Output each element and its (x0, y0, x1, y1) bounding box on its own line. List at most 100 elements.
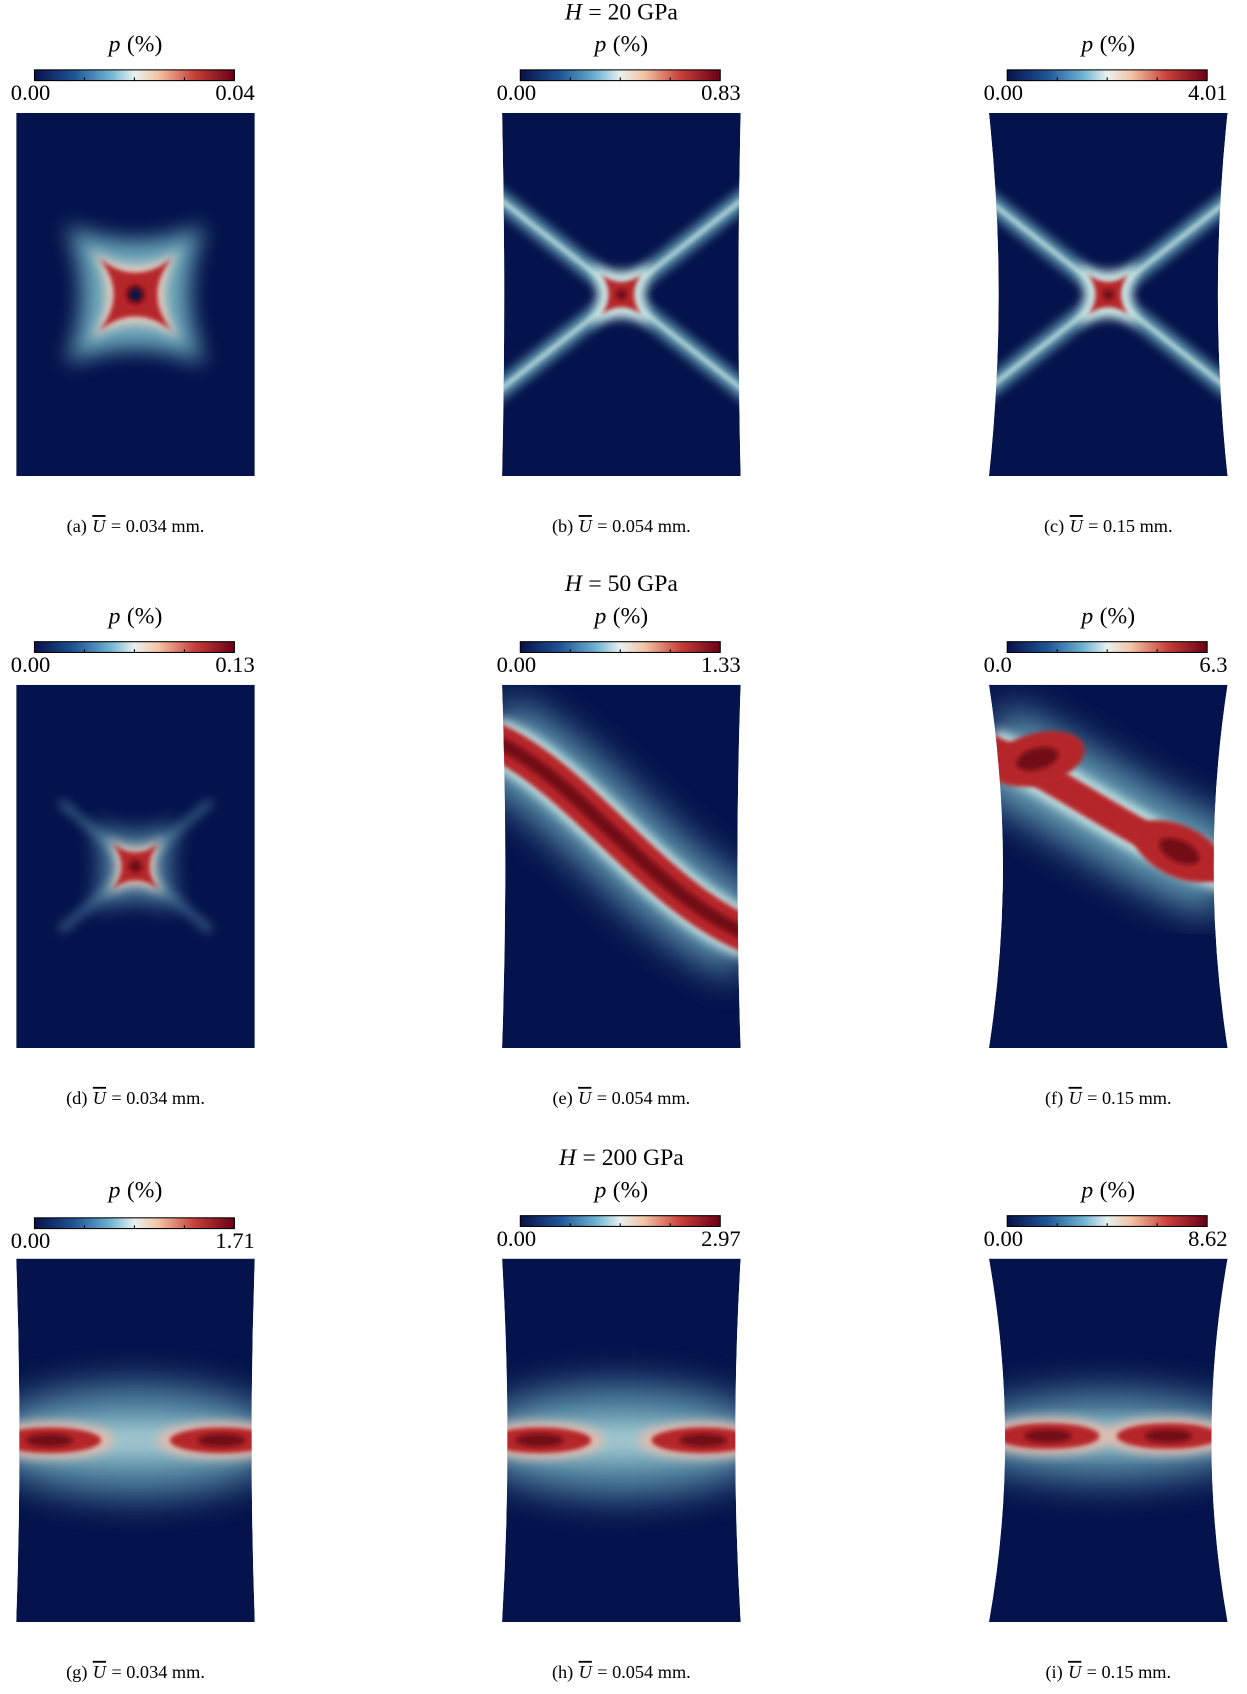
blob-core (679, 1433, 727, 1447)
caption-symbol: U (93, 1662, 108, 1682)
panel: p (%) 0.00 8.62 (i) U = 0.15 mm. (984, 1177, 1228, 1683)
colorbar-min: 0.00 (984, 80, 1023, 105)
colorbar-min: 0.00 (497, 652, 536, 677)
caption-label: (b) (552, 516, 573, 537)
colorbar-label: p (%) (1079, 32, 1135, 58)
row-heading: H = 200 GPa (558, 1145, 684, 1171)
colorbar-min: 0.00 (497, 1226, 536, 1251)
heading-symbol: H (564, 571, 584, 597)
caption-text: = 0.15 mm. (1087, 1662, 1171, 1682)
colorbar-unit: (%) (127, 603, 162, 629)
colorbar-symbol: p (107, 1177, 121, 1203)
heading-symbol: H (558, 1145, 578, 1171)
caption: (h) U = 0.054 mm. (552, 1662, 691, 1683)
colorbar-min: 0.00 (11, 80, 50, 105)
colorbar-label: p (%) (1079, 1177, 1135, 1203)
blob-core (1024, 1429, 1072, 1443)
colorbar-symbol: p (1079, 32, 1093, 58)
blob-core (25, 1433, 74, 1447)
blob-core (516, 1433, 564, 1447)
caption-symbol: U (1070, 516, 1085, 536)
colorbar-max: 1.71 (215, 1228, 254, 1253)
blob-core (197, 1433, 246, 1447)
colorbar-label: p (%) (107, 32, 163, 58)
colorbar-label: p (%) (593, 603, 649, 629)
caption-symbol: U (93, 1088, 108, 1108)
colorbar-symbol: p (1079, 1177, 1093, 1203)
colorbar-min: 0.00 (11, 1228, 50, 1253)
blob-core (1144, 1429, 1193, 1443)
caption-label: (d) (66, 1088, 87, 1109)
colorbar-max: 2.97 (701, 1226, 740, 1251)
band-core (502, 733, 741, 943)
caption-text: = 0.054 mm. (597, 1088, 691, 1108)
colorbar-symbol: p (593, 32, 607, 58)
caption-label: (h) (552, 1662, 573, 1683)
colorbar-label: p (%) (1079, 603, 1135, 629)
specimen (16, 1258, 255, 1622)
caption-text: = 0.054 mm. (597, 516, 691, 536)
colorbar-max: 8.62 (1188, 1226, 1227, 1251)
panel: p (%) 0.00 1.71 (g) U = 0.034 mm. (11, 1177, 255, 1683)
colorbar-unit: (%) (127, 1177, 162, 1203)
caption-symbol: U (578, 1088, 593, 1108)
colorbar-max: 0.83 (701, 80, 740, 105)
specimen (502, 1258, 741, 1622)
colorbar-unit: (%) (127, 32, 162, 58)
specimen (988, 684, 1228, 1049)
caption: (e) U = 0.054 mm. (552, 1088, 690, 1109)
row-heading: H = 20 GPa (564, 0, 678, 25)
colorbar-max: 6.3 (1199, 652, 1227, 677)
blob-core (1159, 837, 1200, 865)
heading-text: = 50 GPa (588, 571, 678, 597)
specimen (988, 112, 1228, 477)
panel: p (%) 0.0 6.3 (f) U = 0.15 mm. (984, 603, 1228, 1109)
caption-label: (f) (1045, 1088, 1063, 1109)
heading-symbol: H (564, 0, 584, 25)
caption-text: = 0.034 mm. (111, 1662, 205, 1682)
caption-symbol: U (1068, 1662, 1083, 1682)
colorbar-max: 1.33 (701, 652, 740, 677)
panel: p (%) 0.00 4.01 (c) U = 0.15 mm. (984, 32, 1228, 537)
colorbar-min: 0.00 (11, 652, 50, 677)
caption-text: = 0.15 mm. (1087, 1088, 1171, 1108)
caption-text: = 0.034 mm. (111, 516, 205, 536)
colorbar-unit: (%) (1100, 32, 1135, 58)
specimen (988, 1258, 1228, 1622)
caption-symbol: U (1069, 1088, 1084, 1108)
caption: (i) U = 0.15 mm. (1045, 1662, 1171, 1683)
caption: (f) U = 0.15 mm. (1045, 1088, 1172, 1109)
colorbar-label: p (%) (107, 1177, 163, 1203)
colorbar-unit: (%) (613, 603, 648, 629)
colorbar-symbol: p (593, 1177, 607, 1203)
colorbar-symbol: p (593, 603, 607, 629)
caption: (a) U = 0.034 mm. (67, 516, 205, 537)
colorbar-unit: (%) (1100, 1177, 1135, 1203)
caption-text: = 0.15 mm. (1088, 516, 1172, 536)
heading-text: = 20 GPa (588, 0, 678, 25)
colorbar-min: 0.00 (984, 1226, 1023, 1251)
caption: (c) U = 0.15 mm. (1044, 516, 1173, 537)
caption-label: (a) (67, 516, 87, 537)
panel: p (%) 0.00 0.83 (b) U = 0.054 mm. (497, 32, 741, 537)
panel: p (%) 0.00 2.97 (h) U = 0.054 mm. (497, 1177, 741, 1683)
colorbar-min: 0.0 (984, 652, 1012, 677)
row-heading: H = 50 GPa (564, 571, 678, 597)
colorbar-symbol: p (107, 32, 121, 58)
specimen (16, 684, 255, 1049)
colorbar-label: p (%) (107, 603, 163, 629)
blob-core (1016, 747, 1059, 771)
colorbar-label: p (%) (593, 1177, 649, 1203)
colorbar-symbol: p (107, 603, 121, 629)
colorbar-unit: (%) (613, 32, 648, 58)
core-center (615, 289, 627, 300)
caption-symbol: U (579, 1662, 594, 1682)
caption-label: (i) (1045, 1662, 1062, 1683)
colorbar-max: 4.01 (1188, 80, 1227, 105)
caption-symbol: U (579, 516, 594, 536)
caption-text: = 0.054 mm. (597, 1662, 691, 1682)
core-center (1102, 289, 1114, 300)
heading-text: = 200 GPa (582, 1145, 684, 1171)
core-center (129, 859, 142, 873)
